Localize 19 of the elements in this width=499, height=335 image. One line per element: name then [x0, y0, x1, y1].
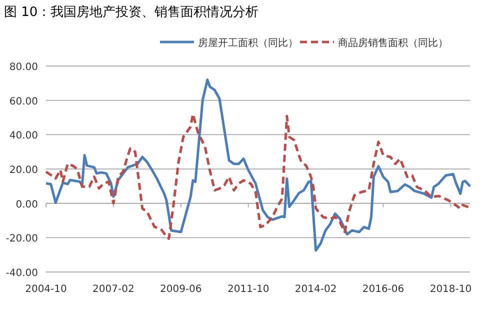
x-tick-label: 2009-06: [160, 284, 202, 295]
y-tick-label: 60.00: [9, 96, 38, 108]
line-series: [44, 78, 472, 252]
y-tick-label: -20.00: [6, 234, 38, 245]
x-tick-label: 2018-10: [430, 284, 472, 295]
y-tick-label: 0.00: [16, 199, 38, 210]
x-tick-label: 2007-02: [92, 284, 134, 295]
y-tick-label: -40.00: [6, 268, 38, 279]
x-tick-label: 2014-02: [294, 284, 337, 295]
y-tick-label: 40.00: [9, 130, 38, 142]
legend-label: 商品房销售面积（同比）: [338, 37, 448, 49]
x-tick-label: 2016-06: [362, 284, 404, 295]
legend-label: 房屋开工面积（同比）: [198, 37, 298, 49]
title: 图 10：我国房地产投资、销售面积情况分析: [4, 5, 259, 20]
x-tick-label: 2011-10: [227, 284, 270, 295]
line-series: [44, 112, 472, 240]
y-tick-label: 80.00: [9, 62, 38, 73]
x-tick-label: 2004-10: [25, 284, 67, 295]
y-tick-label: 20.00: [9, 165, 38, 176]
